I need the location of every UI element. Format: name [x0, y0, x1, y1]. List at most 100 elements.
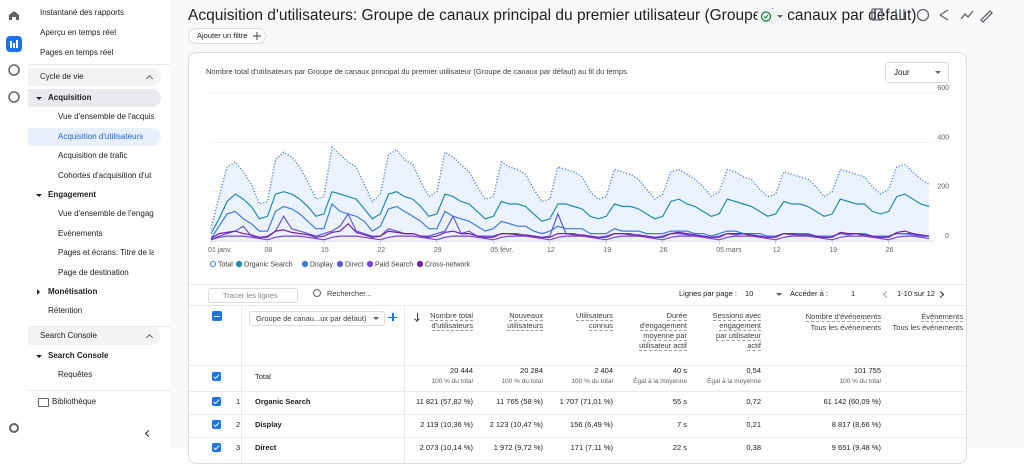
column-header[interactable]: actif	[747, 341, 761, 351]
next-page[interactable]	[936, 290, 945, 299]
x-tick-label: 01 janv.	[208, 247, 232, 254]
home-icon[interactable]	[9, 11, 19, 20]
total-value: 101 755	[853, 366, 881, 375]
goto-input[interactable]: 1	[851, 289, 856, 298]
column-header[interactable]: Événements	[921, 312, 963, 322]
add-filter-button[interactable]: Ajouter un filtre	[188, 28, 267, 44]
chart-title: Nombre total d'utilisateurs par Groupe d…	[206, 67, 627, 76]
row-value: 55 s	[672, 397, 687, 406]
share-icon[interactable]	[939, 9, 949, 21]
y-tick-label: 200	[937, 184, 949, 191]
chart: 0 200 400 600 01 janv. 08 15 22 29 05 févr. 12 19 26…	[208, 85, 949, 269]
column-header[interactable]: utilisateur actif	[639, 341, 687, 351]
column-header[interactable]: d'engagement	[639, 321, 687, 331]
column-header[interactable]: utilisateurs	[507, 321, 543, 331]
row-value: 7 s	[676, 420, 687, 429]
nav-item[interactable]: Vue d'ensemble de l'engag	[58, 209, 154, 218]
customize-icon[interactable]	[871, 8, 883, 21]
column-header[interactable]: Nombre d'événements	[805, 312, 881, 322]
series-line	[210, 222, 930, 240]
column-header[interactable]: Sessions avec	[712, 311, 761, 321]
plot-rows-button[interactable]: Tracer les lignes	[208, 288, 298, 303]
row-name[interactable]: Organic Search	[255, 397, 311, 406]
column-header[interactable]: engagement	[719, 321, 761, 331]
nav-item[interactable]: Instantané des rapports	[40, 8, 125, 17]
period-select[interactable]: Jour	[885, 62, 949, 83]
nav-item[interactable]: Search Console	[40, 331, 97, 340]
compare-icon[interactable]	[895, 9, 905, 20]
nav-item[interactable]: Pages en temps réel	[40, 48, 114, 57]
nav-item[interactable]: Acquisition de trafic	[58, 151, 128, 160]
nav-item[interactable]: Engagement	[48, 190, 97, 199]
total-label: Total	[255, 372, 271, 381]
rows-per-page-select[interactable]: 10	[745, 289, 754, 298]
total-value: 0,54	[746, 366, 761, 375]
total-note: 100 % du total	[571, 378, 613, 385]
row-value: 11 765 (58 %)	[496, 397, 543, 406]
expand-arrow	[36, 193, 42, 197]
row-value: 0,21	[746, 420, 761, 429]
column-header[interactable]: moyenne par	[643, 331, 687, 341]
nav-item[interactable]: Rétention	[48, 306, 83, 315]
column-subheader: Tous les événements	[892, 323, 963, 332]
row-name[interactable]: Display	[255, 420, 282, 429]
ads-icon[interactable]	[8, 91, 20, 103]
dropdown-arrow	[935, 71, 941, 74]
column-header[interactable]: Durée	[666, 311, 687, 321]
dimension-select[interactable]: Groupe de canau...ux par défaut)	[249, 311, 385, 326]
prev-page[interactable]	[882, 290, 891, 299]
sidebar: Instantané des rapports Aperçu en temps r…	[28, 0, 171, 448]
x-tick-label: 22	[377, 247, 385, 254]
nav-item[interactable]: Cohortes d'acquisition d'ut	[58, 171, 152, 180]
legend-swatch	[416, 260, 424, 268]
status-chip[interactable]	[757, 9, 789, 25]
x-tick-label: 12	[773, 247, 781, 254]
nav-item[interactable]: Requêtes	[58, 370, 93, 379]
row-checkbox[interactable]	[212, 420, 221, 429]
column-header[interactable]: par utilisateur	[715, 331, 761, 341]
trend-icon[interactable]	[960, 10, 974, 20]
x-tick-label: 05 févr.	[490, 247, 513, 254]
nav-item[interactable]: Search Console	[48, 351, 109, 360]
collapse-button[interactable]	[144, 429, 153, 438]
dropdown-arrow	[776, 293, 782, 296]
nav-item[interactable]: Vue d'ensemble de l'acquis	[58, 112, 154, 121]
column-header[interactable]: Utilisateurs	[575, 311, 613, 321]
nav-item[interactable]: Pages et écrans: Titre de la	[58, 248, 154, 257]
explore-icon[interactable]	[8, 64, 20, 76]
total-value: 20 284	[520, 366, 543, 375]
row-value: 1 707 (71,01 %)	[559, 397, 613, 406]
nav-item[interactable]: Aperçu en temps réel	[40, 28, 117, 37]
total-area	[211, 147, 929, 241]
nav-item[interactable]: Acquisition	[48, 93, 92, 102]
nav-item[interactable]: Monétisation	[48, 287, 98, 296]
nav-item[interactable]: Page de destination	[58, 268, 129, 277]
divider	[28, 326, 170, 327]
column-header[interactable]: d'utilisateurs	[431, 321, 473, 331]
collapse-arrow	[37, 289, 40, 295]
insight-icon[interactable]	[916, 8, 930, 22]
total-value: 20 444	[450, 366, 473, 375]
row-value: 0,72	[746, 397, 761, 406]
column-header[interactable]: connus	[588, 321, 613, 331]
row-checkbox[interactable]	[212, 397, 221, 406]
nav-item[interactable]: Bibliothèque	[52, 397, 97, 406]
y-tick-label: 400	[937, 134, 949, 141]
divider	[189, 305, 966, 306]
legend-swatch	[366, 260, 374, 268]
period-label: Jour	[894, 68, 910, 77]
legend-swatch	[301, 260, 309, 268]
edit-icon[interactable]	[980, 10, 993, 23]
nav-item[interactable]: Cycle de vie	[40, 72, 84, 81]
column-header[interactable]: Nouveaux	[509, 311, 543, 321]
nav-item[interactable]: Acquisition d'utilisateurs	[58, 132, 144, 141]
legend-label: Direct	[345, 262, 363, 269]
settings-icon[interactable]	[9, 423, 19, 433]
expand-arrow	[36, 96, 42, 100]
column-header[interactable]: Nombre total	[430, 311, 473, 321]
nav-item[interactable]: Événements	[58, 229, 103, 238]
row-checkbox[interactable]	[212, 372, 221, 381]
search-input[interactable]: Rechercher...	[327, 289, 372, 298]
expand-arrow	[36, 354, 42, 358]
legend-swatch	[235, 260, 243, 268]
